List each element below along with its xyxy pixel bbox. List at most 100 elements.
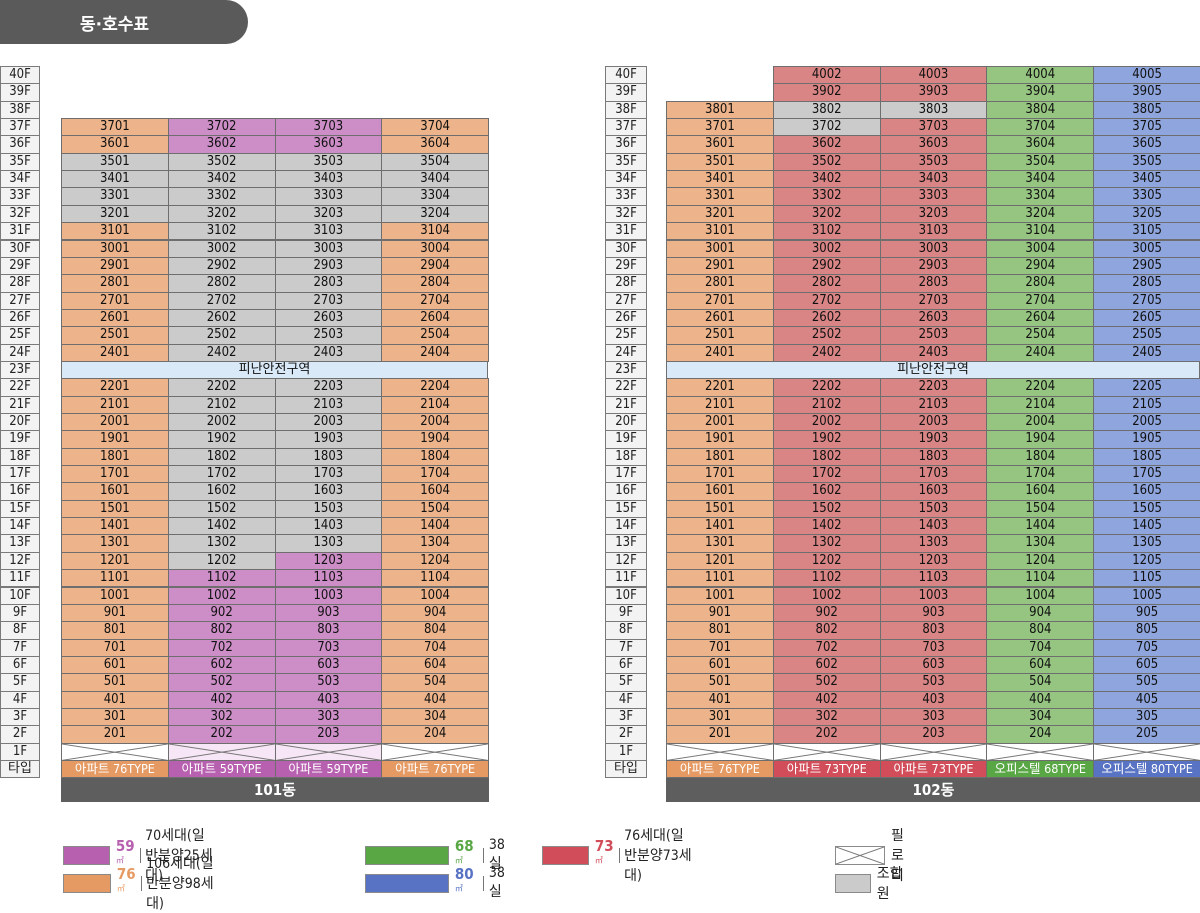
floor-label: 13F	[0, 534, 40, 552]
unit-cell: 1903	[880, 430, 988, 448]
unit-cell: 3402	[168, 170, 276, 188]
unit-cell: 1804	[986, 448, 1094, 466]
unit-cell: 1704	[381, 465, 489, 483]
unit-cell: 304	[986, 708, 1094, 726]
refuge-floor-cell: 피난안전구역	[666, 361, 1200, 379]
unit-cell: 702	[168, 639, 276, 657]
unit-cell: 2204	[381, 378, 489, 396]
unit-cell: 605	[1093, 656, 1200, 674]
unit-cell: 3405	[1093, 170, 1200, 188]
unit-cell: 1703	[275, 465, 383, 483]
unit-cell: 304	[381, 708, 489, 726]
floor-label: 25F	[605, 326, 647, 344]
floor-label: 34F	[0, 170, 40, 188]
unit-cell: 2205	[1093, 378, 1200, 396]
unit-cell: 2102	[168, 396, 276, 414]
type-label-cell: 아파트 76TYPE	[61, 760, 169, 778]
unit-cell: 1802	[168, 448, 276, 466]
unit-cell: 2904	[381, 257, 489, 275]
floor-label: 35F	[605, 153, 647, 171]
floor-label: 10F	[605, 587, 647, 605]
unit-cell: 1304	[381, 534, 489, 552]
unit-cell: 3404	[381, 170, 489, 188]
type-label-cell: 아파트 76TYPE	[381, 760, 489, 778]
unit-cell: 3203	[275, 205, 383, 223]
unit-cell: 2001	[61, 413, 169, 431]
floor-label: 5F	[0, 673, 40, 691]
unit-cell: 204	[381, 725, 489, 743]
unit-cell: 203	[880, 725, 988, 743]
unit-cell: 2701	[666, 292, 774, 310]
unit-cell: 2704	[986, 292, 1094, 310]
unit-cell: 403	[275, 691, 383, 709]
unit-cell: 1004	[986, 587, 1094, 605]
legend-area: 73㎡	[595, 837, 614, 873]
unit-cell: 3102	[168, 222, 276, 240]
floor-label: 13F	[605, 534, 647, 552]
unit-cell: 802	[168, 621, 276, 639]
unit-cell: 1601	[61, 482, 169, 500]
unit-cell: 3601	[666, 135, 774, 153]
unit-cell: 3704	[986, 118, 1094, 136]
unit-cell: 3903	[880, 83, 988, 101]
unit-cell: 2503	[275, 326, 383, 344]
unit-cell: 2702	[773, 292, 881, 310]
unit-cell: 2104	[986, 396, 1094, 414]
building-name: 101동	[61, 778, 489, 802]
unit-cell: 2105	[1093, 396, 1200, 414]
unit-cell: 1601	[666, 482, 774, 500]
floor-label: 36F	[605, 135, 647, 153]
unit-cell: 1801	[666, 448, 774, 466]
unit-cell: 302	[773, 708, 881, 726]
floor-label: 15F	[0, 500, 40, 518]
floor-label: 15F	[605, 500, 647, 518]
floor-label: 34F	[605, 170, 647, 188]
unit-cell: 1104	[986, 569, 1094, 587]
unit-cell: 3301	[61, 187, 169, 205]
unit-cell: 1302	[168, 534, 276, 552]
unit-cell: 402	[168, 691, 276, 709]
type-label-cell: 아파트 59TYPE	[168, 760, 276, 778]
piloti-cell	[61, 743, 169, 761]
floor-label: 21F	[0, 396, 40, 414]
unit-cell: 201	[666, 725, 774, 743]
unit-cell: 3504	[381, 153, 489, 171]
floor-label: 31F	[605, 222, 647, 240]
unit-cell: 201	[61, 725, 169, 743]
unit-cell: 1105	[1093, 569, 1200, 587]
unit-cell: 401	[61, 691, 169, 709]
unit-cell: 3703	[275, 118, 383, 136]
legend-unit: ㎡	[116, 856, 124, 865]
floor-label: 19F	[0, 430, 40, 448]
floor-label: 17F	[605, 465, 647, 483]
unit-cell: 805	[1093, 621, 1200, 639]
unit-cell: 2604	[986, 309, 1094, 327]
floor-label: 27F	[0, 292, 40, 310]
unit-cell: 2104	[381, 396, 489, 414]
floor-label: 3F	[605, 708, 647, 726]
unit-cell: 2501	[61, 326, 169, 344]
unit-cell: 1205	[1093, 552, 1200, 570]
unit-cell: 705	[1093, 639, 1200, 657]
unit-cell: 503	[275, 673, 383, 691]
unit-cell: 3402	[773, 170, 881, 188]
unit-cell: 1902	[773, 430, 881, 448]
unit-cell: 401	[666, 691, 774, 709]
unit-cell: 2601	[61, 309, 169, 327]
unit-cell: 1803	[880, 448, 988, 466]
unit-cell: 302	[168, 708, 276, 726]
unit-cell: 2003	[880, 413, 988, 431]
unit-cell: 1901	[666, 430, 774, 448]
unit-cell: 604	[986, 656, 1094, 674]
unit-cell: 2201	[61, 378, 169, 396]
unit-cell: 601	[61, 656, 169, 674]
floor-label: 22F	[0, 378, 40, 396]
floor-label: 37F	[605, 118, 647, 136]
floor-label: 18F	[605, 448, 647, 466]
unit-cell: 2601	[666, 309, 774, 327]
floor-label: 24F	[605, 344, 647, 362]
floor-label: 1F	[605, 743, 647, 761]
unit-cell: 2602	[168, 309, 276, 327]
unit-cell: 803	[275, 621, 383, 639]
unit-cell: 3202	[773, 205, 881, 223]
